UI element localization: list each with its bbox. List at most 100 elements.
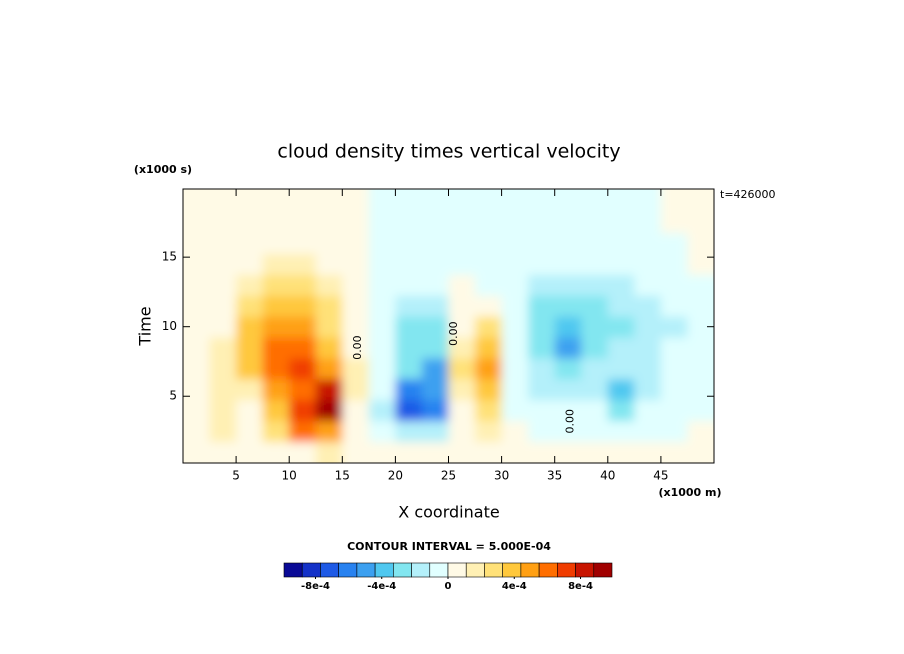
field-cell: [315, 441, 343, 463]
colorbar-tick-label: 4e-4: [502, 581, 527, 592]
colorbar-box: [593, 562, 613, 578]
field-cell: [554, 420, 582, 442]
field-cell: [448, 378, 476, 401]
field-cell: [262, 232, 290, 255]
field-cell: [501, 211, 529, 234]
field-cell: [660, 295, 688, 317]
field-cell: [475, 441, 503, 463]
field-cell: [634, 357, 662, 380]
x-tick-label: 45: [653, 469, 668, 483]
field-cell: [528, 399, 556, 422]
field-cell: [421, 295, 449, 317]
colorbar-tick-label: 8e-4: [568, 581, 593, 592]
field-cell: [236, 378, 264, 401]
field-cell: [554, 399, 582, 422]
field-cell: [660, 420, 688, 442]
field-cell: [581, 357, 609, 380]
colorbar-box: [283, 562, 303, 578]
field-cell: [342, 295, 370, 317]
field-cell: [236, 337, 264, 359]
colorbar-box: [301, 562, 321, 578]
x-tick-label: 5: [232, 469, 240, 483]
field-cell: [315, 337, 343, 359]
field-cell: [634, 316, 662, 338]
field-cell: [448, 274, 476, 296]
field-cell: [421, 420, 449, 442]
field-cell: [581, 420, 609, 442]
field-cell: [289, 274, 317, 296]
field-cell: [395, 211, 423, 234]
field-cell: [262, 420, 290, 442]
field-cell: [236, 295, 264, 317]
x-unit: (x1000 m): [658, 486, 721, 499]
field-cell: [607, 211, 635, 234]
field-cell: [368, 232, 396, 255]
field-cell: [581, 441, 609, 463]
field-cell: [342, 211, 370, 234]
field-cell: [687, 441, 714, 463]
field-cell: [342, 357, 370, 380]
field-cell: [687, 274, 714, 296]
field-cell: [183, 189, 211, 213]
x-tick-label: 35: [547, 469, 562, 483]
field-cell: [209, 232, 237, 255]
field-cell: [448, 357, 476, 380]
contour-label: 0.00: [351, 335, 364, 360]
field-cell: [395, 337, 423, 359]
field-cell: [395, 316, 423, 338]
field-cell: [501, 274, 529, 296]
field-cell: [289, 420, 317, 442]
contour-label: 0.00: [564, 409, 577, 434]
field-cell: [660, 378, 688, 401]
field-cell: [183, 211, 211, 234]
field-cell: [501, 295, 529, 317]
field-cell: [501, 253, 529, 276]
field-cell: [262, 441, 290, 463]
field-cell: [209, 399, 237, 422]
field-cell: [475, 420, 503, 442]
field-cell: [289, 399, 317, 422]
field-cell: [209, 211, 237, 234]
x-tick-label: 10: [282, 469, 297, 483]
colorbar-box: [356, 562, 376, 578]
field-cell: [342, 399, 370, 422]
colorbar-tick-label: -4e-4: [367, 581, 396, 592]
field-cell: [395, 189, 423, 213]
field-cell: [342, 420, 370, 442]
field-cell: [581, 274, 609, 296]
field-cell: [395, 274, 423, 296]
field-cell: [554, 378, 582, 401]
field-cell: [607, 232, 635, 255]
field-cell: [501, 378, 529, 401]
field-cell: [421, 189, 449, 213]
field-cell: [342, 316, 370, 338]
field-cell: [634, 337, 662, 359]
field-cell: [209, 253, 237, 276]
colorbar-tick-label: -8e-4: [301, 581, 330, 592]
field-cell: [183, 316, 211, 338]
field-cell: [342, 378, 370, 401]
field-cell: [236, 420, 264, 442]
field-cell: [607, 420, 635, 442]
colorbar-box: [320, 562, 339, 578]
field-cell: [368, 316, 396, 338]
field-cell: [581, 253, 609, 276]
field-cell: [660, 253, 688, 276]
field-cell: [634, 420, 662, 442]
field-cell: [421, 316, 449, 338]
field-cell: [395, 232, 423, 255]
field-cell: [634, 253, 662, 276]
field-cell: [634, 399, 662, 422]
field-cell: [421, 378, 449, 401]
field-cell: [660, 316, 688, 338]
field-cell: [289, 378, 317, 401]
field-cell: [475, 253, 503, 276]
field-cell: [607, 441, 635, 463]
field-cell: [262, 211, 290, 234]
field-cell: [209, 274, 237, 296]
field-cell: [315, 232, 343, 255]
field-cell: [395, 420, 423, 442]
field-cell: [289, 232, 317, 255]
field-cell: [528, 420, 556, 442]
field-cell: [501, 441, 529, 463]
